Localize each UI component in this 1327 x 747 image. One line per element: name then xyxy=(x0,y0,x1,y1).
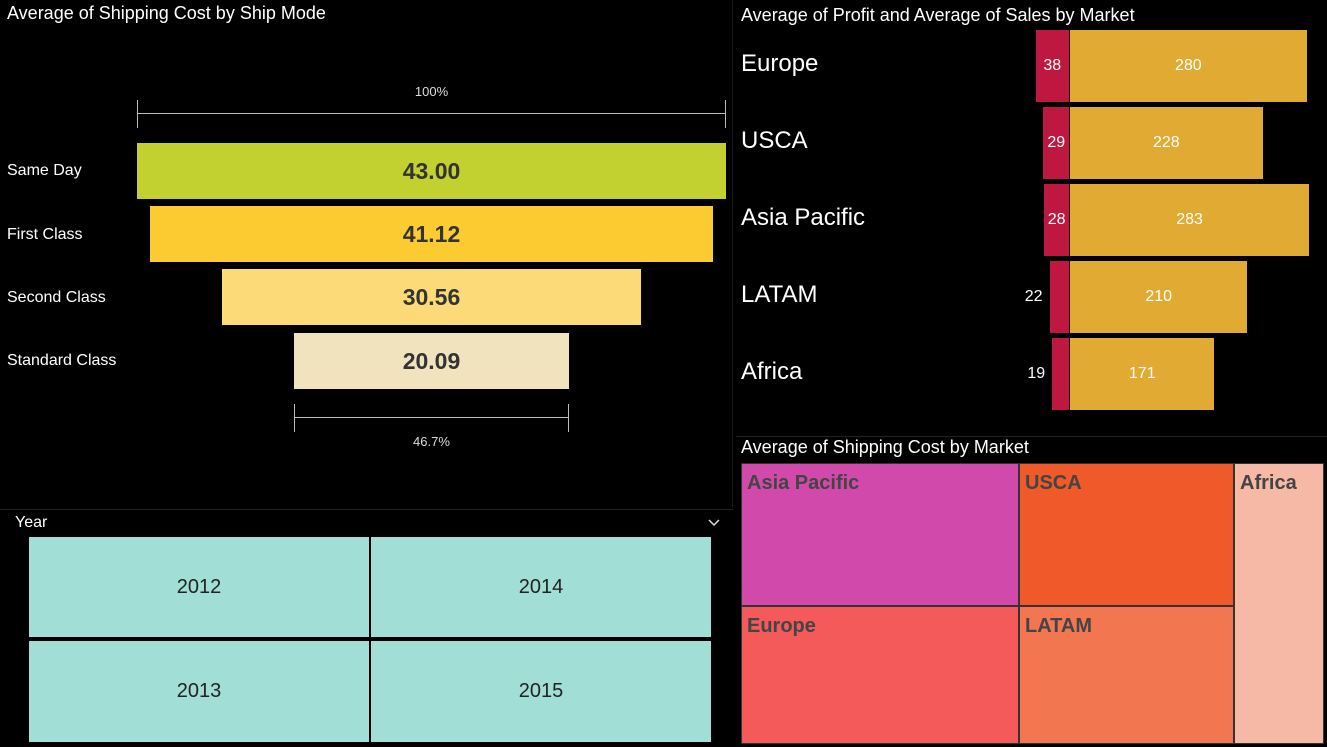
sales-value-asia-pacific: 283 xyxy=(1176,211,1203,228)
treemap-label-asia-pacific: Asia Pacific xyxy=(747,472,860,494)
funnel-value-second-class: 30.56 xyxy=(402,283,461,310)
treemap-tile-africa[interactable]: Africa xyxy=(1234,463,1324,744)
sales-bar-africa[interactable] xyxy=(1070,338,1215,410)
treemap-label-usca: USCA xyxy=(1025,472,1082,494)
market-label-latam: LATAM xyxy=(741,281,818,308)
sales-value-europe: 280 xyxy=(1174,57,1202,74)
funnel-label-same-day: Same Day xyxy=(7,162,82,179)
profit-value-europe: 38 xyxy=(1043,57,1062,74)
funnel-label-first-class: First Class xyxy=(7,226,83,243)
profit-value-usca: 29 xyxy=(1047,134,1066,151)
sales-bar-latam[interactable] xyxy=(1070,261,1248,333)
profit-bar-africa[interactable] xyxy=(1052,338,1069,410)
profit-sales-chart-title: Average of Profit and Average of Sales b… xyxy=(741,5,1135,25)
funnel-value-same-day: 43.00 xyxy=(402,157,461,184)
shipping-cost-treemap-panel: Average of Shipping Cost by Market Asia … xyxy=(736,436,1327,747)
market-label-asia-pacific: Asia Pacific xyxy=(741,204,866,231)
market-label-europe: Europe xyxy=(741,50,819,77)
funnel-chart-panel: Average of Shipping Cost by Ship Mode 10… xyxy=(0,0,733,507)
sales-value-africa: 171 xyxy=(1128,365,1156,382)
funnel-bottom-percent: 46.7% xyxy=(413,434,450,449)
sales-bar-europe[interactable] xyxy=(1070,30,1307,102)
chevron-down-icon[interactable] xyxy=(707,516,721,530)
funnel-label-second-class: Second Class xyxy=(7,289,106,306)
treemap-tile-europe[interactable]: Europe xyxy=(741,606,1019,744)
profit-bar-usca[interactable] xyxy=(1043,107,1069,179)
profit-value-latam: 22 xyxy=(1024,288,1043,305)
funnel-chart-title: Average of Shipping Cost by Ship Mode xyxy=(7,3,326,23)
funnel-bar-first-class[interactable]: 41.12 xyxy=(149,206,714,262)
market-label-africa: Africa xyxy=(741,358,803,385)
year-tile-2014[interactable]: 2014 xyxy=(371,537,711,637)
sales-bar-asia-pacific[interactable] xyxy=(1070,184,1310,256)
year-tile-2012[interactable]: 2012 xyxy=(29,537,369,637)
funnel-bar-second-class[interactable]: 30.56 xyxy=(222,269,641,325)
profit-value-asia-pacific: 28 xyxy=(1047,211,1066,228)
funnel-bar-standard-class[interactable]: 20.09 xyxy=(293,333,570,389)
treemap-title: Average of Shipping Cost by Market xyxy=(741,437,1029,457)
treemap-label-latam: LATAM xyxy=(1025,615,1093,637)
funnel-top-percent: 100% xyxy=(414,84,449,99)
sales-bar-usca[interactable] xyxy=(1070,107,1263,179)
treemap-tile-latam[interactable]: LATAM xyxy=(1019,606,1234,744)
sales-value-latam: 210 xyxy=(1145,288,1173,305)
funnel-bottom-measure xyxy=(293,404,570,432)
profit-bar-europe[interactable] xyxy=(1035,30,1069,102)
treemap-tile-usca[interactable]: USCA xyxy=(1019,463,1234,606)
funnel-value-standard-class: 20.09 xyxy=(402,347,461,374)
year-tile-2015[interactable]: 2015 xyxy=(371,641,711,742)
funnel-top-measure xyxy=(137,100,726,128)
profit-value-africa: 19 xyxy=(1027,365,1046,382)
treemap-tile-asia-pacific[interactable]: Asia Pacific xyxy=(741,463,1019,606)
profit-sales-chart-panel: Average of Profit and Average of Sales b… xyxy=(736,0,1327,434)
funnel-label-standard-class: Standard Class xyxy=(7,352,117,369)
profit-bar-asia-pacific[interactable] xyxy=(1044,184,1069,256)
year-tile-2013[interactable]: 2013 xyxy=(29,641,369,742)
year-slicer-title: Year xyxy=(15,514,48,531)
treemap-label-africa: Africa xyxy=(1240,472,1297,494)
market-label-usca: USCA xyxy=(741,127,808,154)
year-slicer-panel: Year 2012 2014 2013 2015 xyxy=(0,509,733,747)
sales-value-usca: 228 xyxy=(1152,134,1180,151)
treemap-label-europe: Europe xyxy=(747,615,816,637)
profit-bar-latam[interactable] xyxy=(1049,261,1069,333)
funnel-value-first-class: 41.12 xyxy=(402,220,461,247)
funnel-bar-same-day[interactable]: 43.00 xyxy=(137,143,726,199)
